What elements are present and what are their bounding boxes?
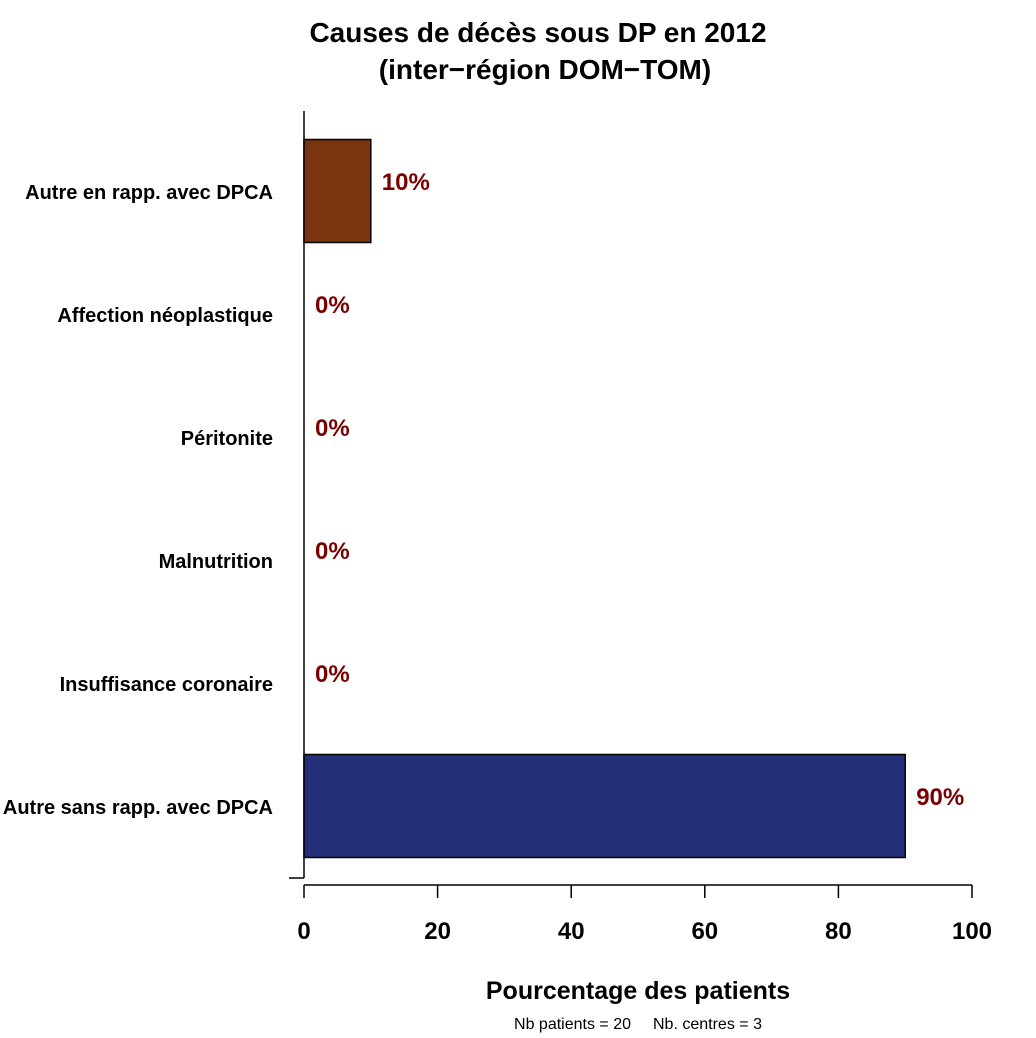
category-label: Insuffisance coronaire: [60, 674, 273, 696]
x-tick-label: 0: [297, 918, 310, 945]
category-label: Autre sans rapp. avec DPCA: [3, 797, 273, 819]
x-tick-label: 40: [558, 918, 585, 945]
category-labels: Autre en rapp. avec DPCA Affection néopla…: [3, 182, 273, 819]
category-label: Malnutrition: [159, 551, 273, 573]
bar-value-label: 10%: [382, 169, 430, 196]
x-tick-label: 80: [825, 918, 852, 945]
x-axis-title: Pourcentage des patients: [486, 977, 790, 1005]
bar: [303, 138, 372, 244]
y-axis: [289, 111, 305, 879]
bar-value-label: 90%: [916, 784, 964, 811]
x-tick-label: 20: [424, 918, 451, 945]
category-label: Péritonite: [181, 428, 273, 450]
bar-value-label: 0%: [315, 538, 350, 565]
bar-value-label: 0%: [315, 415, 350, 442]
chart-title-line-2: (inter−région DOM−TOM): [379, 54, 711, 85]
chart-title: Causes de décès sous DP en 2012 (inter−r…: [309, 17, 766, 85]
footnote-patients-label: Nb patients =: [514, 1016, 609, 1033]
category-label: Affection néoplastique: [57, 305, 273, 327]
bars: [303, 138, 906, 859]
footnote-patients-value: 20: [613, 1016, 631, 1033]
bar-value-label: 0%: [315, 661, 350, 688]
x-tick-label: 60: [691, 918, 718, 945]
x-tick-label: 100: [952, 918, 992, 945]
value-labels: 10% 0% 0% 0% 0% 90%: [315, 169, 964, 811]
bar: [303, 753, 906, 859]
footnote-centres-value: 3: [753, 1016, 762, 1033]
footnote-centres-label: Nb. centres =: [653, 1016, 749, 1033]
footnote: Nb patients = 20 Nb. centres = 3: [514, 1016, 762, 1033]
category-label: Autre en rapp. avec DPCA: [25, 182, 273, 204]
bar-value-label: 0%: [315, 292, 350, 319]
chart-title-line-1: Causes de décès sous DP en 2012: [309, 17, 766, 48]
x-axis: 0 20 40 60 80 100: [297, 884, 992, 945]
